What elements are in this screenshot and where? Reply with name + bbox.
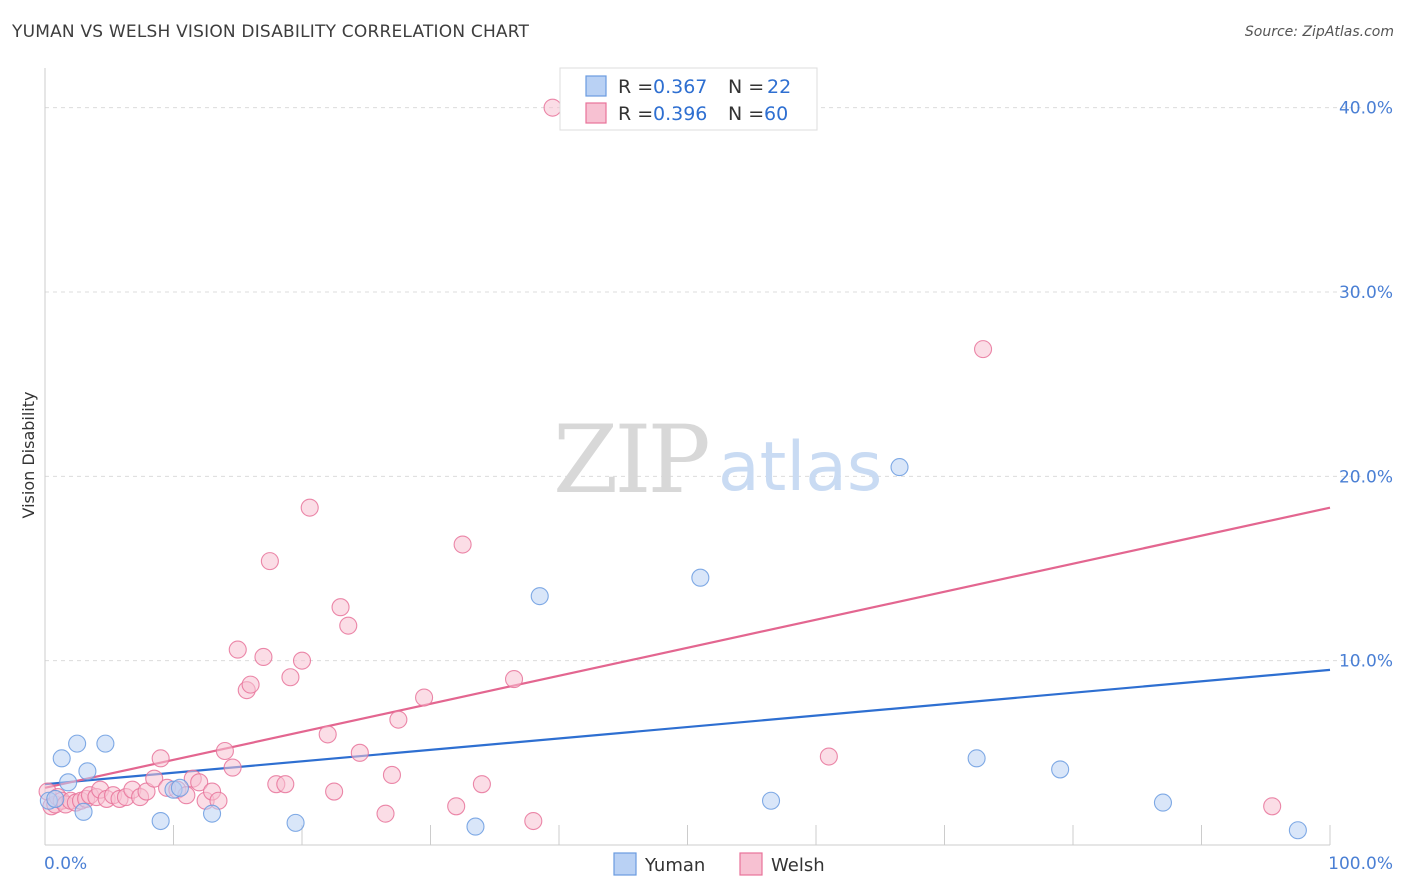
point-yuman-20 [1153, 793, 1172, 812]
source-credit: Source: ZipAtlas.com [1244, 24, 1394, 40]
point-yuman-3 [59, 773, 78, 792]
point-welsh-52 [453, 535, 472, 554]
point-welsh-55 [524, 811, 543, 831]
y-tick-label-0: 10.0% [1339, 652, 1393, 672]
point-welsh-56 [543, 98, 562, 117]
legend-n-value-welsh: 60 [764, 103, 788, 125]
legend-n-label-welsh: N = [728, 103, 764, 125]
legend-n-value-yuman: 22 [767, 76, 791, 98]
point-welsh-42 [318, 725, 337, 744]
point-yuman-7 [96, 734, 115, 753]
point-welsh-54 [504, 670, 524, 689]
point-yuman-18 [967, 749, 986, 768]
point-yuman-5 [74, 802, 93, 821]
point-welsh-43 [325, 782, 344, 801]
y-axis-label: Vision Disability [19, 392, 38, 519]
trend-line-yuman [44, 668, 1331, 786]
watermark-atlas: atlas [718, 428, 882, 507]
point-welsh-39 [281, 668, 300, 687]
trend-lines [44, 506, 1331, 789]
point-welsh-47 [376, 804, 395, 823]
point-welsh-41 [300, 498, 319, 517]
series-legend: Yuman Welsh [613, 852, 825, 876]
point-welsh-51 [447, 797, 466, 816]
point-welsh-20 [145, 769, 164, 788]
legend-r-value-welsh: 0.396 [653, 103, 707, 125]
point-welsh-32 [228, 640, 247, 659]
point-yuman-6 [78, 762, 97, 781]
y-tick-label-2: 30.0% [1339, 283, 1393, 303]
point-welsh-44 [331, 598, 350, 617]
point-welsh-38 [276, 775, 295, 794]
point-yuman-19 [1051, 760, 1070, 779]
point-welsh-49 [389, 710, 408, 729]
point-yuman-4 [68, 734, 87, 753]
point-yuman-17 [890, 458, 909, 477]
bottom-legend-swatch-yuman [613, 852, 637, 876]
point-welsh-53 [472, 775, 491, 794]
point-welsh-45 [339, 616, 358, 635]
point-welsh-48 [382, 765, 402, 785]
point-welsh-50 [415, 688, 434, 707]
point-yuman-15 [691, 568, 710, 587]
point-yuman-13 [466, 817, 485, 836]
point-welsh-26 [190, 773, 209, 792]
point-welsh-21 [151, 749, 170, 768]
point-welsh-30 [215, 741, 234, 761]
point-yuman-12 [286, 813, 305, 832]
point-welsh-40 [292, 651, 312, 670]
y-tick-label-1: 20.0% [1339, 467, 1393, 487]
point-welsh-31 [223, 758, 242, 777]
bottom-legend-label-welsh: Welsh [771, 855, 825, 876]
watermark: ZIP atlas [553, 406, 882, 515]
point-welsh-59 [1263, 797, 1282, 816]
bottom-legend-label-yuman: Yuman [644, 855, 705, 876]
point-yuman-1 [46, 789, 65, 808]
legend-swatch-yuman [585, 75, 607, 97]
x-tick-label-0: 0.0% [44, 854, 87, 874]
point-welsh-35 [254, 647, 273, 667]
point-welsh-34 [241, 675, 260, 694]
y-tick-label-3: 40.0% [1339, 99, 1393, 119]
point-welsh-58 [973, 340, 993, 359]
axes [44, 68, 1331, 846]
point-welsh-57 [819, 747, 838, 766]
tick-labels: 10.0% 20.0% 30.0% 40.0% 0.0% 100.0% [44, 99, 1393, 874]
point-yuman-10 [170, 778, 189, 797]
point-welsh-36 [260, 552, 279, 571]
point-yuman-21 [1288, 821, 1307, 840]
chart-title: YUMAN VS WELSH VISION DISABILITY CORRELA… [12, 22, 530, 42]
point-yuman-8 [151, 811, 170, 831]
point-yuman-2 [52, 749, 71, 768]
legend-r-value-yuman: 0.367 [653, 76, 707, 98]
point-yuman-11 [203, 804, 222, 823]
x-tick-label-1: 100.0% [1328, 854, 1393, 874]
point-yuman-14 [530, 587, 549, 606]
point-yuman-16 [761, 791, 781, 810]
trend-line-welsh [44, 506, 1331, 789]
stats-legend: R = 0.367 N = 22 R = 0.396 N = 60 [559, 67, 818, 131]
bottom-legend-swatch-welsh [739, 852, 763, 876]
data-points [38, 98, 1307, 840]
point-welsh-46 [350, 743, 369, 762]
legend-r-label-yuman: R = [618, 76, 653, 98]
legend-swatch-welsh [585, 102, 607, 124]
legend-r-label-welsh: R = [618, 103, 653, 125]
legend-n-label-yuman: N = [728, 76, 764, 98]
watermark-zip: ZIP [553, 406, 707, 515]
